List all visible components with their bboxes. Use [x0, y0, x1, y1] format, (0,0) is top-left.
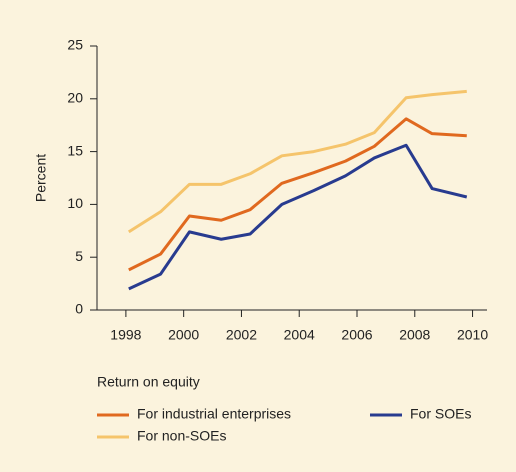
x-tick-label: 2004: [284, 327, 315, 343]
line-series: [128, 143, 468, 291]
x-tick-label: 2000: [168, 327, 199, 343]
y-tick-label: 5: [75, 248, 83, 264]
x-tick-label: 2002: [226, 327, 257, 343]
legend-label: For non-SOEs: [137, 428, 226, 444]
x-tick-label: 2010: [457, 327, 488, 343]
y-tick-label: 0: [75, 301, 83, 317]
y-tick-label: 10: [67, 195, 83, 211]
line-series: [127, 89, 467, 234]
x-tick-label: 1998: [110, 327, 141, 343]
x-tick-label: 2006: [341, 327, 372, 343]
legend-label: For industrial enterprises: [137, 406, 291, 422]
y-tick-label: 15: [67, 142, 83, 158]
y-axis-label: Percent: [33, 154, 49, 202]
x-tick-label: 2008: [399, 327, 430, 343]
y-tick-label: 20: [67, 90, 83, 106]
y-tick-label: 25: [67, 37, 83, 53]
legend-title: Return on equity: [97, 374, 200, 390]
line-series: [128, 117, 467, 272]
legend-label: For SOEs: [410, 406, 471, 422]
